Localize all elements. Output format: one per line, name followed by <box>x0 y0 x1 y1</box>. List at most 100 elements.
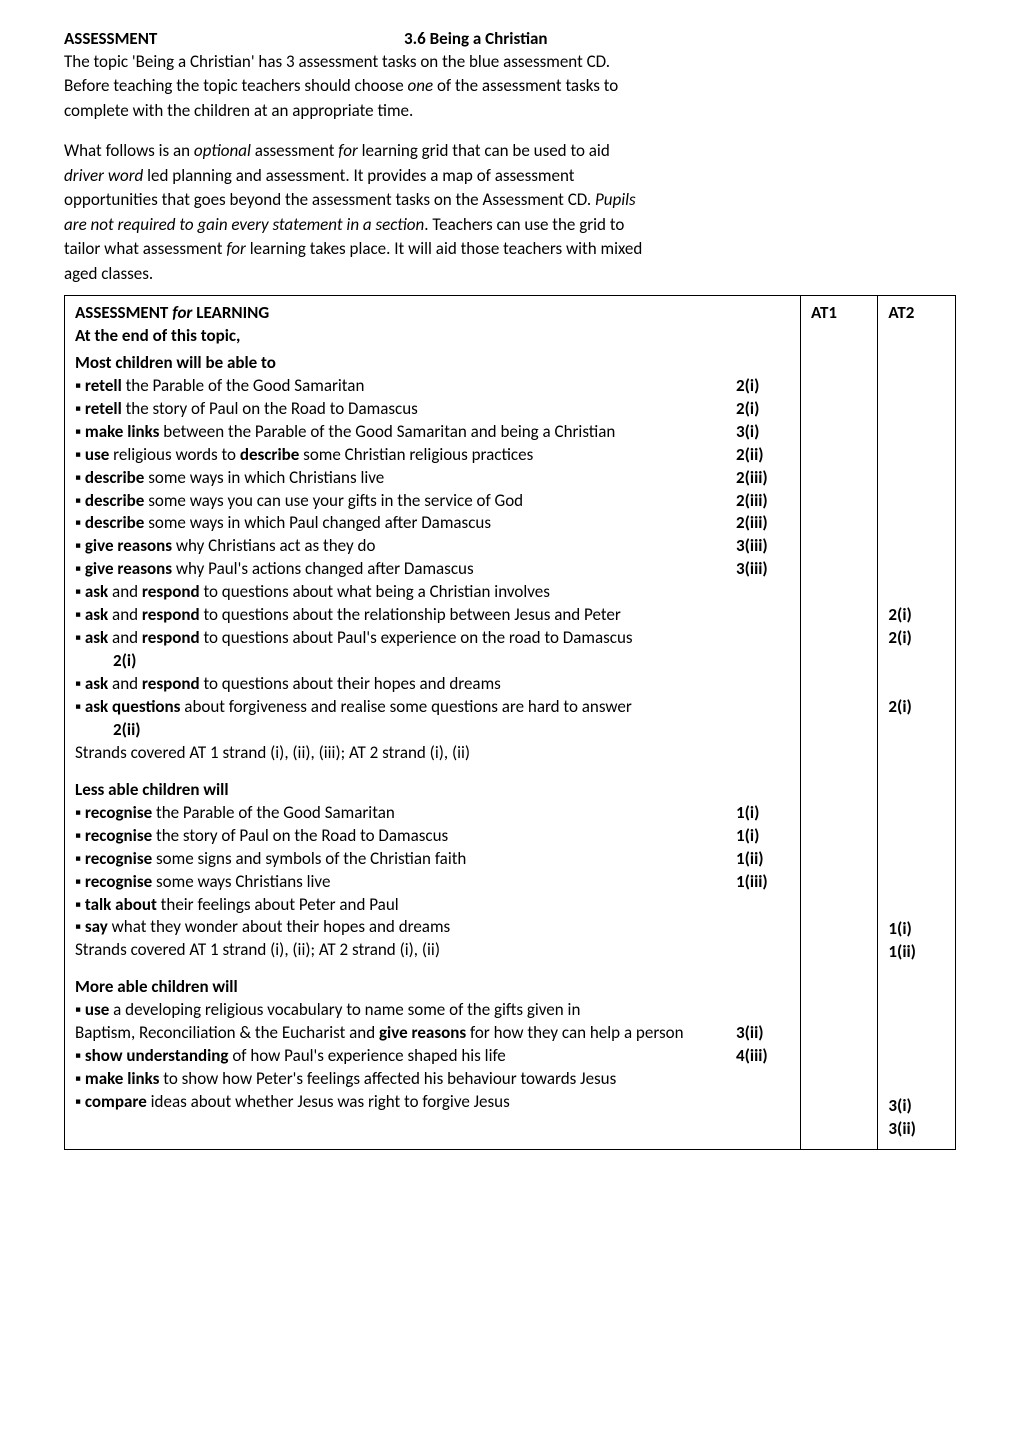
row-at2-code: 3(i) <box>888 1095 945 1118</box>
row-at2-code <box>888 873 945 896</box>
grid-row: ▪ recognise the story of Paul on the Roa… <box>75 825 790 848</box>
grid-row: 2(i) <box>75 650 790 673</box>
row-at2-code <box>888 964 945 987</box>
grid-row: ▪ ask and respond to questions about the… <box>75 673 790 696</box>
grid-row: ▪ ask and respond to questions about wha… <box>75 581 790 604</box>
row-at2-code <box>888 895 945 918</box>
grid-at2-cell: AT2 2(i)2(i) 2(i) 1(i)1(ii) 3(i)3(ii) <box>878 295 956 1149</box>
guidance-line: tailor what assessment for learning take… <box>64 238 956 260</box>
row-at2-code: 2(i) <box>888 696 945 719</box>
row-at1-code: 2(iii) <box>736 490 790 513</box>
row-at2-code: 3(ii) <box>888 1118 945 1141</box>
row-at1-code: 3(iii) <box>712 535 790 558</box>
row-at2-code: 1(i) <box>888 918 945 941</box>
row-at2-code: 2(i) <box>888 627 945 650</box>
row-text: ▪ recognise the Parable of the Good Sama… <box>75 802 736 825</box>
header-left: ASSESSMENT <box>64 28 404 49</box>
row-at2-code <box>888 558 945 581</box>
grid-row: ▪ recognise some ways Christians live1(i… <box>75 871 790 894</box>
row-at2-code <box>888 581 945 604</box>
grid-row: Baptism, Reconciliation & the Eucharist … <box>75 1022 790 1045</box>
grid-row: ▪ retell the story of Paul on the Road t… <box>75 398 790 421</box>
row-text: ▪ make links between the Parable of the … <box>75 421 736 444</box>
grid-row: ▪ say what they wonder about their hopes… <box>75 916 790 939</box>
header-right: 3.6 Being a Christian <box>404 28 548 49</box>
row-text: ▪ say what they wonder about their hopes… <box>75 916 736 939</box>
row-text: ▪ ask and respond to questions about the… <box>75 604 736 627</box>
grid-row: ▪ make links to show how Peter's feeling… <box>75 1068 790 1091</box>
row-text: ▪ recognise the story of Paul on the Roa… <box>75 825 736 848</box>
intro-line: complete with the children at an appropr… <box>64 100 956 122</box>
row-at2-code <box>888 444 945 467</box>
grid-row: ▪ use a developing religious vocabulary … <box>75 999 790 1022</box>
section-heading: Most children will be able to <box>75 352 790 373</box>
row-text: ▪ ask and respond to questions about wha… <box>75 581 736 604</box>
at2-heading: AT2 <box>888 302 945 323</box>
guidance-paragraph: What follows is an optional assessment f… <box>64 140 956 285</box>
row-at2-code <box>888 490 945 513</box>
grid-row: ▪ make links between the Parable of the … <box>75 421 790 444</box>
row-text: ▪ use a developing religious vocabulary … <box>75 999 736 1022</box>
row-at2-code <box>888 650 945 673</box>
grid-row: 2(ii) <box>75 719 790 742</box>
guidance-line: driver word led planning and assessment.… <box>64 165 956 187</box>
grid-row: ▪ ask and respond to questions about Pau… <box>75 627 790 650</box>
row-text: ▪ give reasons why Christians act as the… <box>75 535 712 558</box>
row-at2-code: 2(i) <box>888 604 945 627</box>
guidance-line: What follows is an optional assessment f… <box>64 140 956 162</box>
row-at1-code: 2(ii) <box>736 444 790 467</box>
grid-row: Strands covered AT 1 strand (i), (ii); A… <box>75 939 790 962</box>
row-text: ▪ ask and respond to questions about the… <box>75 673 736 696</box>
guidance-line: are not required to gain every statement… <box>64 214 956 236</box>
row-at2-code <box>888 850 945 873</box>
row-text: ▪ recognise some signs and symbols of th… <box>75 848 736 871</box>
grid-row: ▪ use religious words to describe some C… <box>75 444 790 467</box>
row-at2-code <box>888 467 945 490</box>
row-at2-code <box>888 827 945 850</box>
grid-row: ▪ ask questions about forgiveness and re… <box>75 696 790 719</box>
grid-row: ▪ recognise the Parable of the Good Sama… <box>75 802 790 825</box>
row-text: ▪ describe some ways in which Christians… <box>75 467 736 490</box>
row-at1-code: 1(iii) <box>736 871 790 894</box>
row-text: ▪ make links to show how Peter's feeling… <box>75 1068 736 1091</box>
grid-row: ▪ recognise some signs and symbols of th… <box>75 848 790 871</box>
row-at1-code: 2(i) <box>736 398 790 421</box>
row-at1-code: 1(ii) <box>736 848 790 871</box>
section-heading: Less able children will <box>75 779 790 800</box>
row-text: ▪ retell the story of Paul on the Road t… <box>75 398 736 421</box>
row-at2-code: 1(ii) <box>888 941 945 964</box>
row-at2-code <box>888 1072 945 1095</box>
guidance-line: aged classes. <box>64 263 956 285</box>
row-at2-code <box>888 535 945 558</box>
row-at2-code <box>888 673 945 696</box>
row-at2-code <box>888 398 945 421</box>
grid-title-line1: ASSESSMENT for LEARNING <box>75 302 269 323</box>
row-text: ▪ show understanding of how Paul's exper… <box>75 1045 736 1068</box>
intro-line: Before teaching the topic teachers shoul… <box>64 75 956 97</box>
grid-row: ▪ describe some ways you can use your gi… <box>75 490 790 513</box>
row-at2-code <box>888 765 945 788</box>
grid-row: ▪ describe some ways in which Christians… <box>75 467 790 490</box>
row-at1-code: 1(i) <box>736 802 790 825</box>
row-at2-code <box>888 719 945 742</box>
row-at1-code: 2(i) <box>736 375 790 398</box>
grid-row: ▪ give reasons why Paul's actions change… <box>75 558 790 581</box>
assessment-grid-table: ASSESSMENT for LEARNING At the end of th… <box>64 295 956 1150</box>
row-text: ▪ compare ideas about whether Jesus was … <box>75 1091 736 1114</box>
row-at2-code <box>888 1049 945 1072</box>
row-text: ▪ use religious words to describe some C… <box>75 444 736 467</box>
grid-row: ▪ show understanding of how Paul's exper… <box>75 1045 790 1068</box>
row-at1-code: 3(ii) <box>736 1022 790 1045</box>
row-text: ▪ recognise some ways Christians live <box>75 871 736 894</box>
row-text: 2(i) <box>75 650 736 673</box>
row-at2-code <box>888 512 945 535</box>
grid-main-cell: ASSESSMENT for LEARNING At the end of th… <box>65 295 801 1149</box>
row-text: Strands covered AT 1 strand (i), (ii); A… <box>75 939 736 962</box>
row-text: Baptism, Reconciliation & the Eucharist … <box>75 1022 736 1045</box>
guidance-line: opportunities that goes beyond the asses… <box>64 189 956 211</box>
row-at1-code: 4(iii) <box>736 1045 790 1068</box>
row-at1-code: 3(iii) <box>736 558 790 581</box>
grid-row: ▪ describe some ways in which Paul chang… <box>75 512 790 535</box>
grid-row: ▪ talk about their feelings about Peter … <box>75 894 790 917</box>
grid-at1-cell: AT1 <box>800 295 877 1149</box>
